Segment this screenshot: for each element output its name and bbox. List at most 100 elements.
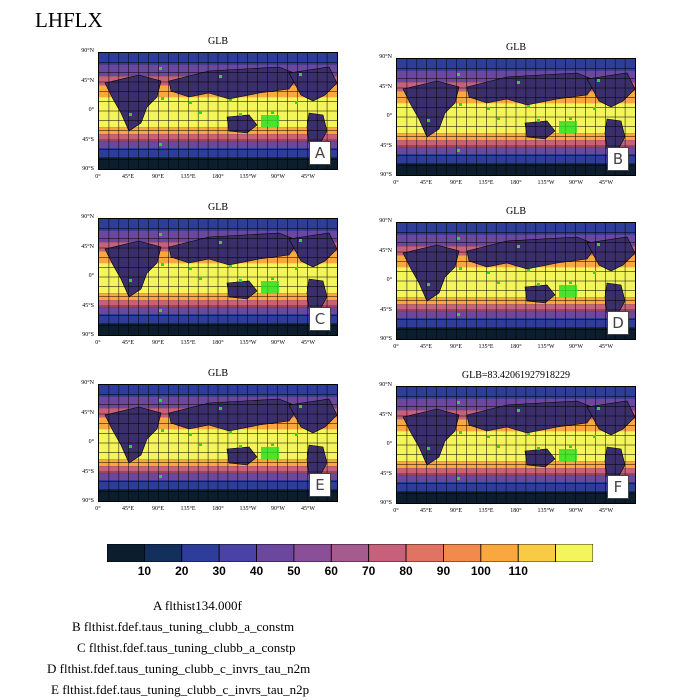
- colorbar-tick-label: 70: [362, 564, 376, 578]
- longitude-tick-label: 45°W: [300, 174, 316, 180]
- map-plot: F: [396, 386, 636, 504]
- latitude-tick-label: 90°N: [379, 218, 392, 224]
- longitude-tick-label: 45°W: [300, 340, 316, 346]
- colorbar-swatch: [368, 544, 407, 562]
- latitude-tick-label: 90°S: [82, 166, 94, 172]
- longitude-tick-label: 135°E: [478, 508, 494, 514]
- map-panel: GLB A 90°N 45°N 0° 45°S 90°S 0° 45°E 90°E 135°E 180…: [81, 36, 338, 186]
- latitude-tick-label: 45°S: [380, 306, 392, 313]
- colorbar: [107, 544, 593, 562]
- colorbar-swatch: [218, 544, 257, 562]
- legend-entry: C flthist.fdef.taus_tuning_clubb_a_const…: [77, 640, 296, 655]
- map-plot: C: [98, 218, 338, 336]
- panel-title: GLB: [208, 202, 228, 213]
- latitude-tick-label: 0°: [88, 107, 94, 113]
- colorbar-tick-label: 30: [212, 564, 226, 578]
- colorbar-swatch: [181, 544, 220, 562]
- longitude-tick-label: 135°E: [478, 344, 494, 350]
- longitude-tick-label: 45°W: [598, 344, 614, 350]
- latitude-tick-label: 0°: [386, 113, 392, 119]
- map-panel: GLB=83.42061927918229 F 90°N 45°N 0° 45°S 90°S…: [379, 370, 636, 520]
- latitude-tick-label: 90°N: [81, 214, 94, 220]
- longitude-tick-label: 180°: [510, 344, 522, 350]
- latitude-tick-label: 90°S: [82, 498, 94, 504]
- latitude-tick-label: 45°S: [82, 468, 94, 475]
- latitude-tick-label: 90°N: [81, 380, 94, 386]
- colorbar-tick-label: 50: [287, 564, 301, 578]
- longitude-tick-label: 135°W: [239, 506, 257, 512]
- colorbar-swatch: [405, 544, 444, 562]
- legend-entry: D flthist.fdef.taus_tuning_clubb_c_invrs…: [47, 661, 311, 676]
- latitude-tick-label: 45°S: [82, 136, 94, 143]
- longitude-tick-label: 90°W: [270, 174, 286, 180]
- longitude-tick-label: 0°: [393, 344, 399, 350]
- longitude-tick-label: 90°W: [568, 344, 584, 350]
- panel-title: GLB: [506, 206, 526, 217]
- longitude-tick-label: 45°E: [419, 344, 433, 350]
- longitude-tick-label: 90°W: [270, 340, 286, 346]
- longitude-tick-label: 135°E: [478, 180, 494, 186]
- colorbar-tick-label: 90: [436, 564, 451, 578]
- panel-letter-label: C: [309, 307, 331, 331]
- legend-entry: A flthist134.000f: [153, 598, 242, 613]
- longitude-tick-label: 90°W: [568, 180, 584, 186]
- longitude-tick-label: 135°E: [180, 340, 196, 346]
- longitude-tick-label: 45°E: [121, 506, 135, 512]
- longitude-tick-label: 45°E: [121, 174, 135, 180]
- panel-title: GLB=83.42061927918229: [461, 370, 571, 381]
- map-plot: E: [98, 384, 338, 502]
- panel-letter-label: A: [309, 141, 331, 165]
- longitude-tick-label: 45°W: [598, 508, 614, 514]
- latitude-tick-label: 0°: [88, 439, 94, 445]
- panel-letter-label: B: [607, 147, 629, 171]
- colorbar-swatch: [293, 544, 332, 562]
- colorbar-tick-label: 40: [249, 564, 264, 578]
- latitude-tick-label: 90°N: [81, 48, 94, 54]
- panel-letter-label: E: [309, 473, 331, 497]
- latitude-tick-label: 0°: [386, 441, 392, 447]
- panel-letter-label: D: [607, 311, 629, 335]
- panel-title: GLB: [208, 368, 228, 379]
- longitude-tick-label: 0°: [393, 180, 399, 186]
- latitude-tick-label: 90°N: [379, 54, 392, 60]
- legend-entry: B flthist.fdef.taus_tuning_clubb_a_const…: [72, 619, 295, 634]
- latitude-tick-label: 45°N: [379, 247, 392, 254]
- longitude-tick-label: 0°: [95, 174, 101, 180]
- latitude-tick-label: 45°S: [380, 470, 392, 477]
- latitude-tick-label: 45°N: [379, 83, 392, 90]
- longitude-tick-label: 135°W: [537, 344, 555, 350]
- map-plot: B: [396, 58, 636, 176]
- longitude-tick-label: 45°W: [598, 180, 614, 186]
- longitude-tick-label: 135°W: [239, 340, 257, 346]
- colorbar-tick-label: 80: [399, 564, 413, 578]
- longitude-tick-label: 90°W: [270, 506, 286, 512]
- latitude-tick-label: 90°S: [380, 500, 392, 506]
- colorbar-swatch: [143, 544, 183, 562]
- panel-title: GLB: [506, 42, 526, 53]
- latitude-tick-label: 90°S: [380, 336, 392, 342]
- longitude-tick-label: 90°E: [449, 180, 463, 186]
- map-panel: GLB D 90°N 45°N 0° 45°S 90°S 0° 45°E 90°E 135°E 180…: [379, 206, 636, 356]
- longitude-tick-label: 0°: [393, 508, 399, 514]
- legend-entry: E flthist.fdef.taus_tuning_clubb_c_invrs…: [51, 682, 310, 697]
- colorbar-swatch: [256, 544, 295, 562]
- longitude-tick-label: 135°W: [537, 508, 555, 514]
- longitude-tick-label: 45°W: [300, 506, 316, 512]
- longitude-tick-label: 180°: [212, 174, 224, 180]
- colorbar-tick-label: 10: [137, 564, 152, 578]
- colorbar-tick-label: 20: [175, 564, 189, 578]
- latitude-tick-label: 45°S: [380, 142, 392, 149]
- latitude-tick-label: 45°N: [81, 243, 94, 250]
- map-plot: D: [396, 222, 636, 340]
- colorbar-swatch: [517, 544, 557, 562]
- longitude-tick-label: 135°E: [180, 174, 196, 180]
- longitude-tick-label: 135°E: [180, 506, 196, 512]
- panel-letter-label: F: [607, 475, 629, 499]
- colorbar-tick-label: 60: [324, 564, 338, 578]
- longitude-tick-label: 180°: [212, 340, 224, 346]
- main-title: LHFLX: [35, 8, 103, 32]
- longitude-tick-label: 90°W: [568, 508, 584, 514]
- latitude-tick-label: 0°: [88, 273, 94, 279]
- latitude-tick-label: 45°S: [82, 302, 94, 309]
- longitude-tick-label: 135°W: [239, 174, 257, 180]
